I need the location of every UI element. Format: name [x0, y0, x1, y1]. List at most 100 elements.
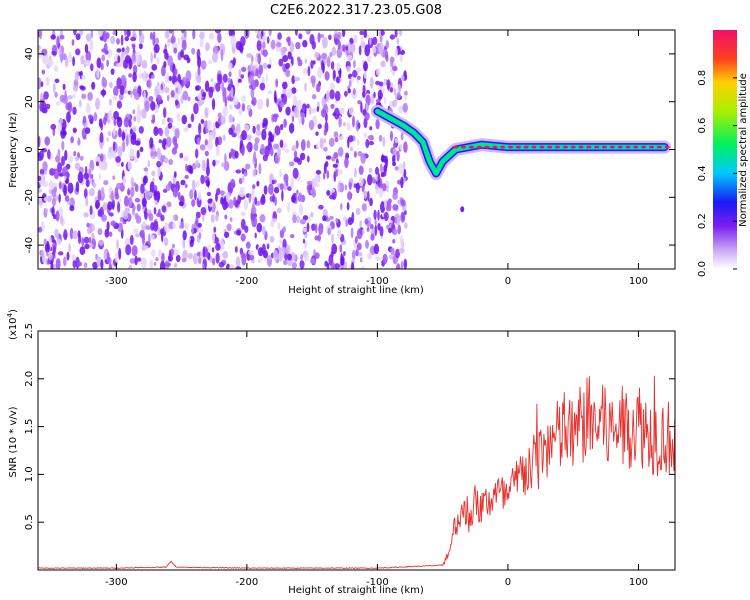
noise-blob: [392, 229, 398, 236]
noise-blob: [370, 229, 374, 235]
noise-blob: [85, 33, 92, 42]
noise-blob: [222, 251, 229, 259]
noise-blob: [84, 127, 91, 134]
noise-blob: [299, 152, 306, 161]
noise-blob: [130, 90, 133, 98]
noise-blob: [184, 174, 189, 180]
y-tick-label: -20: [24, 189, 35, 205]
noise-blob: [322, 215, 327, 222]
noise-blob: [138, 125, 144, 134]
noise-blob: [272, 218, 277, 223]
noise-blob: [331, 46, 337, 56]
noise-blob: [327, 227, 331, 236]
noise-blob: [333, 152, 339, 159]
noise-blob: [121, 132, 126, 141]
noise-blob: [121, 47, 125, 53]
noise-blob: [158, 139, 162, 144]
noise-blob: [91, 232, 95, 240]
noise-blob: [323, 138, 327, 144]
noise-blob: [226, 223, 232, 232]
noise-blob: [243, 171, 248, 177]
noise-blob: [127, 159, 132, 171]
noise-blob: [360, 266, 366, 269]
colorbar-tick-label: 0.2: [697, 213, 708, 229]
noise-blob: [240, 36, 246, 47]
noise-blob: [125, 244, 132, 256]
noise-blob: [248, 250, 255, 256]
noise-blob: [173, 263, 178, 268]
noise-blob: [205, 42, 210, 52]
noise-blob: [164, 126, 170, 138]
bottom-x-axis: -300 -200 -100 0 100: [105, 331, 648, 588]
noise-blob: [239, 190, 245, 198]
noise-blob: [245, 163, 251, 170]
noise-blob: [241, 103, 246, 112]
noise-blob: [157, 147, 161, 155]
noise-blob: [164, 157, 169, 164]
track-peak: [641, 145, 647, 149]
noise-blob: [191, 163, 197, 170]
noise-blob: [300, 139, 306, 151]
noise-blob: [183, 54, 190, 61]
noise-blob: [355, 183, 360, 194]
noise-blob: [114, 192, 120, 200]
colorbar-tick-label: 0.8: [697, 70, 708, 86]
noise-blob: [74, 162, 81, 171]
top-y-label: Frequency (Hz): [8, 112, 19, 188]
noise-blob: [296, 56, 301, 62]
noise-blob: [291, 262, 297, 269]
noise-blob: [289, 41, 295, 53]
noise-blob: [151, 170, 156, 177]
noise-blob: [149, 137, 154, 149]
noise-blob: [404, 222, 408, 229]
noise-blob: [69, 205, 75, 212]
noise-blob: [92, 261, 98, 269]
noise-blob: [240, 211, 246, 217]
noise-blob: [62, 166, 68, 177]
noise-blob: [322, 172, 326, 180]
noise-blob: [200, 207, 207, 216]
noise-blob: [168, 117, 173, 125]
noise-blob: [104, 228, 110, 238]
noise-blob: [156, 160, 162, 168]
noise-blob: [67, 182, 74, 194]
noise-blob: [53, 65, 59, 72]
noise-blob: [377, 209, 380, 221]
noise-blob: [100, 62, 104, 71]
noise-blob: [334, 90, 341, 102]
noise-blob: [181, 258, 187, 263]
noise-blob: [334, 263, 341, 269]
noise-blob: [338, 117, 342, 128]
noise-blob: [112, 94, 118, 101]
noise-blob: [159, 260, 166, 269]
noise-blob: [187, 96, 191, 102]
noise-blob: [124, 36, 129, 42]
noise-blob: [311, 187, 316, 198]
noise-blob: [153, 261, 157, 266]
track-peak: [609, 145, 615, 149]
noise-blob: [49, 180, 54, 190]
noise-blob: [224, 231, 230, 239]
noise-blob: [87, 114, 93, 120]
noise-blob: [255, 68, 259, 77]
noise-blob: [132, 51, 136, 63]
noise-blob: [51, 206, 55, 217]
track-peak: [578, 145, 584, 149]
noise-blob: [86, 222, 90, 228]
noise-blob: [112, 141, 116, 152]
noise-blob: [101, 54, 106, 62]
noise-blob: [181, 39, 187, 51]
noise-blob: [103, 43, 108, 55]
x-tick-label: -300: [105, 577, 128, 588]
noise-blob: [61, 155, 65, 167]
noise-blob: [173, 68, 178, 76]
noise-blob: [85, 50, 92, 63]
noise-blob: [331, 233, 334, 244]
bottom-x-label: Height of straight line (km): [288, 585, 424, 596]
noise-blob: [185, 126, 189, 132]
noise-blob: [246, 144, 250, 149]
noise-blob: [177, 191, 181, 201]
noise-blob: [362, 84, 366, 94]
noise-blob: [123, 128, 128, 133]
noise-blob: [277, 251, 283, 262]
